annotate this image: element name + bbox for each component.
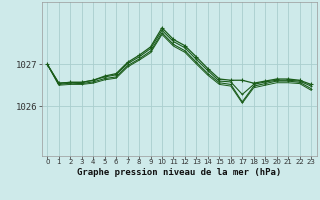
X-axis label: Graphe pression niveau de la mer (hPa): Graphe pression niveau de la mer (hPa): [77, 168, 281, 177]
